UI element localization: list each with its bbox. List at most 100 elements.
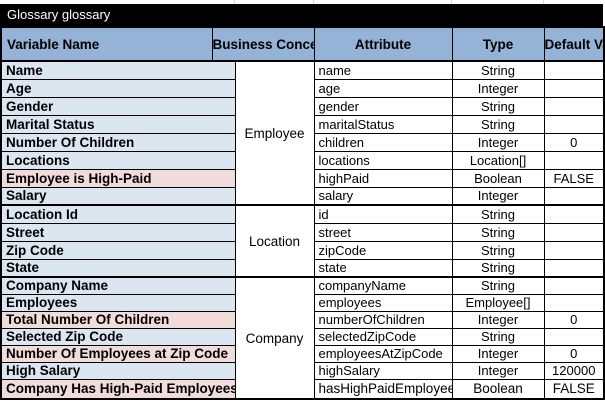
sheet-title: Glossary glossary [7,7,111,22]
variable-name-cell[interactable]: Number Of Employees at Zip Code [0,344,236,363]
default-value-cell[interactable] [543,204,605,224]
attribute-cell[interactable]: companyName [313,276,453,295]
variable-name-cell[interactable]: Street [0,222,236,242]
column-gridline [234,0,235,4]
default-value-cell[interactable] [543,222,605,242]
attribute-cell[interactable]: hasHighPaidEmployees [313,378,453,400]
variable-name-cell[interactable]: Name [0,60,236,80]
type-cell[interactable]: String [451,204,545,224]
default-value-cell[interactable] [543,327,605,346]
variable-name-cell[interactable]: Salary [0,186,236,206]
variable-name-cell[interactable]: Number Of Children [0,132,236,152]
variable-name-cell[interactable]: Marital Status [0,114,236,134]
attribute-cell[interactable]: locations [313,150,453,170]
business-concept-cell[interactable]: Company [234,276,315,400]
default-value-cell[interactable] [543,293,605,312]
variable-name-cell[interactable]: Total Number Of Children [0,310,236,329]
attribute-cell[interactable]: zipCode [313,240,453,260]
default-value-cell[interactable] [543,78,605,98]
type-cell[interactable]: String [451,327,545,346]
type-cell[interactable]: String [451,114,545,134]
variable-name-cell[interactable]: Age [0,78,236,98]
type-cell[interactable]: Employee[] [451,293,545,312]
default-value-cell[interactable] [543,276,605,295]
default-value-cell[interactable]: 0 [543,132,605,152]
default-value-cell[interactable] [543,186,605,206]
variable-name-cell[interactable]: Gender [0,96,236,116]
variable-name-cell[interactable]: Employees [0,293,236,312]
glossary-row: Number Of Children children Integer 0 [0,132,605,152]
column-header-variable-name[interactable]: Variable Name [0,26,213,62]
attribute-cell[interactable]: id [313,204,453,224]
attribute-cell[interactable]: employeesAtZipCode [313,344,453,363]
attribute-cell[interactable]: salary [313,186,453,206]
default-value-cell[interactable]: 120000 [543,361,605,380]
column-gridline [313,0,314,4]
attribute-cell[interactable]: state [313,258,453,278]
glossary-row: Number Of Employees at Zip Code employee… [0,344,605,363]
default-value-cell[interactable]: 0 [543,310,605,329]
column-header-attribute[interactable]: Attribute [313,26,453,62]
glossary-row: Company Has High-Paid Employees hasHighP… [0,378,605,400]
attribute-cell[interactable]: maritalStatus [313,114,453,134]
variable-name-cell[interactable]: Zip Code [0,240,236,260]
default-value-cell[interactable] [543,114,605,134]
variable-name-cell[interactable]: State [0,258,236,278]
type-cell[interactable]: Integer [451,361,545,380]
business-concept-cell[interactable]: Location [234,204,315,278]
type-cell[interactable]: Integer [451,186,545,206]
variable-name-cell[interactable]: Selected Zip Code [0,327,236,346]
column-header-type[interactable]: Type [451,26,545,62]
type-cell[interactable]: String [451,276,545,295]
attribute-cell[interactable]: street [313,222,453,242]
variable-name-cell[interactable]: Locations [0,150,236,170]
sheet-title-bar[interactable]: Glossary glossary [0,4,603,26]
attribute-cell[interactable]: children [313,132,453,152]
default-value-cell[interactable] [543,258,605,278]
business-concept-cell[interactable]: Employee [234,60,315,206]
attribute-cell[interactable]: selectedZipCode [313,327,453,346]
default-value-cell[interactable]: 0 [543,344,605,363]
type-cell[interactable]: Integer [451,132,545,152]
attribute-cell[interactable]: numberOfChildren [313,310,453,329]
glossary-row: Street street String [0,222,605,242]
glossary-row: Total Number Of Children numberOfChildre… [0,310,605,329]
attribute-cell[interactable]: highSalary [313,361,453,380]
variable-name-cell[interactable]: Company Has High-Paid Employees [0,378,236,400]
attribute-cell[interactable]: name [313,60,453,80]
glossary-row: Marital Status maritalStatus String [0,114,605,134]
variable-name-cell[interactable]: Location Id [0,204,236,224]
attribute-cell[interactable]: gender [313,96,453,116]
type-cell[interactable]: String [451,258,545,278]
column-header-default-value[interactable]: Default Value [543,26,605,62]
default-value-cell[interactable] [543,150,605,170]
type-cell[interactable]: Integer [451,344,545,363]
type-cell[interactable]: Boolean [451,378,545,400]
type-cell[interactable]: String [451,222,545,242]
attribute-cell[interactable]: age [313,78,453,98]
attribute-cell[interactable]: employees [313,293,453,312]
type-cell[interactable]: String [451,240,545,260]
column-header-business-concept[interactable]: Business Concept [211,26,315,62]
header-row: Variable Name Business Concept Attribute… [0,26,605,62]
column-gridline [451,0,452,4]
variable-name-cell[interactable]: Company Name [0,276,236,295]
glossary-row: Zip Code zipCode String [0,240,605,260]
type-cell[interactable]: String [451,96,545,116]
type-cell[interactable]: Location[] [451,150,545,170]
attribute-cell[interactable]: highPaid [313,168,453,188]
type-cell[interactable]: Integer [451,78,545,98]
default-value-cell[interactable]: FALSE [543,168,605,188]
type-cell[interactable]: String [451,60,545,80]
default-value-cell[interactable] [543,96,605,116]
glossary-row: Selected Zip Code selectedZipCode String [0,327,605,346]
type-cell[interactable]: Boolean [451,168,545,188]
variable-name-cell[interactable]: Employee is High-Paid [0,168,236,188]
default-value-cell[interactable] [543,240,605,260]
glossary-row: Location Id Location id String [0,204,605,278]
default-value-cell[interactable] [543,60,605,80]
glossary-row: Salary salary Integer [0,186,605,206]
type-cell[interactable]: Integer [451,310,545,329]
default-value-cell[interactable]: FALSE [543,378,605,400]
variable-name-cell[interactable]: High Salary [0,361,236,380]
